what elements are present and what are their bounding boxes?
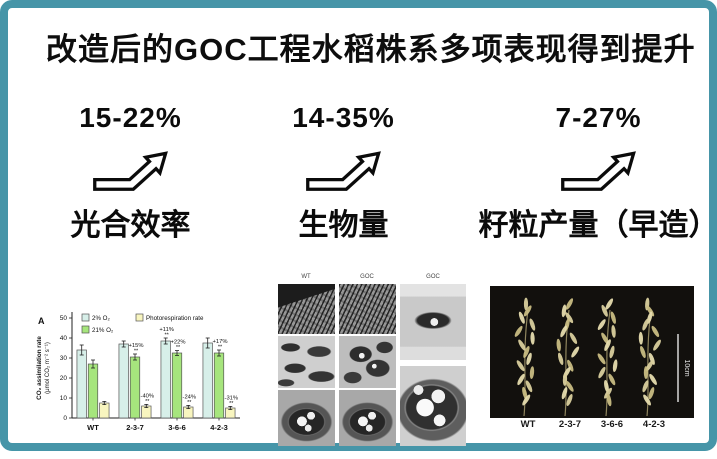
svg-text:WT: WT <box>87 423 99 432</box>
rice-photo-labels: WT 2-3-7 3-6-6 4-2-3 <box>490 418 694 434</box>
micrograph-column-label: WT <box>301 274 310 280</box>
svg-text:21% O₂: 21% O₂ <box>92 327 114 334</box>
stat-grain-yield: 7-27% 籽粒产量（早造） <box>476 102 717 244</box>
up-trend-arrow-icon <box>543 139 655 197</box>
stat-biomass: 14-35% 生物量 <box>266 102 421 244</box>
svg-text:30: 30 <box>60 355 68 362</box>
svg-text:(μmol CO₂ m⁻² s⁻¹): (μmol CO₂ m⁻² s⁻¹) <box>45 342 51 394</box>
micrograph-column-label: GOC <box>426 274 440 280</box>
svg-text:50: 50 <box>60 315 68 322</box>
micrograph-panel <box>278 336 335 388</box>
rice-photo-svg: 10cm <box>490 286 694 418</box>
svg-text:20: 20 <box>60 375 68 382</box>
micrograph-panel <box>278 390 335 446</box>
svg-text:CO₂ assimilation rate: CO₂ assimilation rate <box>36 336 43 400</box>
svg-text:**: ** <box>165 333 170 339</box>
rice-panicle-photo: 10cm <box>490 286 694 434</box>
rice-line-label: WT <box>521 419 536 430</box>
svg-text:**: ** <box>187 400 192 406</box>
svg-text:**: ** <box>176 345 181 351</box>
stat-range: 7-27% <box>556 102 642 134</box>
svg-text:**: ** <box>229 401 234 407</box>
svg-text:2% O₂: 2% O₂ <box>92 315 110 322</box>
stat-label: 生物量 <box>299 200 389 244</box>
up-trend-arrow-icon <box>75 139 187 197</box>
stat-range: 14-35% <box>292 102 395 134</box>
micrograph-panel <box>400 366 466 446</box>
svg-text:0: 0 <box>63 415 67 422</box>
svg-text:**: ** <box>218 345 223 351</box>
micrograph-panel <box>400 284 466 360</box>
micrograph-column-label: GOC <box>360 274 374 280</box>
micrograph-panel <box>278 284 335 334</box>
rice-line-label: 3-6-6 <box>601 419 623 430</box>
svg-text:A: A <box>38 316 45 326</box>
micrograph-panel <box>339 336 396 388</box>
micrograph-figure: WT GOC GOC <box>276 274 468 450</box>
rice-line-label: 2-3-7 <box>559 419 581 430</box>
stat-photosynthesis: 15-22% 光合效率 <box>48 102 213 244</box>
svg-text:4-2-3: 4-2-3 <box>210 423 228 432</box>
rice-line-label: 4-2-3 <box>643 419 665 430</box>
page-title: 改造后的GOC工程水稻株系多项表现得到提升 <box>46 24 696 69</box>
svg-text:Photorespiration rate: Photorespiration rate <box>146 315 204 322</box>
svg-text:3-6-6: 3-6-6 <box>168 423 186 432</box>
svg-text:**: ** <box>145 399 150 405</box>
svg-text:2-3-7: 2-3-7 <box>126 423 144 432</box>
svg-text:10cm: 10cm <box>683 359 690 376</box>
micrograph-panel <box>339 390 396 446</box>
up-trend-arrow-icon <box>288 139 400 197</box>
stat-range: 15-22% <box>79 102 182 134</box>
svg-text:40: 40 <box>60 335 68 342</box>
stat-label: 光合效率 <box>71 200 191 244</box>
svg-text:10: 10 <box>60 395 68 402</box>
stat-label: 籽粒产量（早造） <box>479 200 717 244</box>
svg-text:**: ** <box>134 349 139 355</box>
micrograph-panel <box>339 284 396 334</box>
